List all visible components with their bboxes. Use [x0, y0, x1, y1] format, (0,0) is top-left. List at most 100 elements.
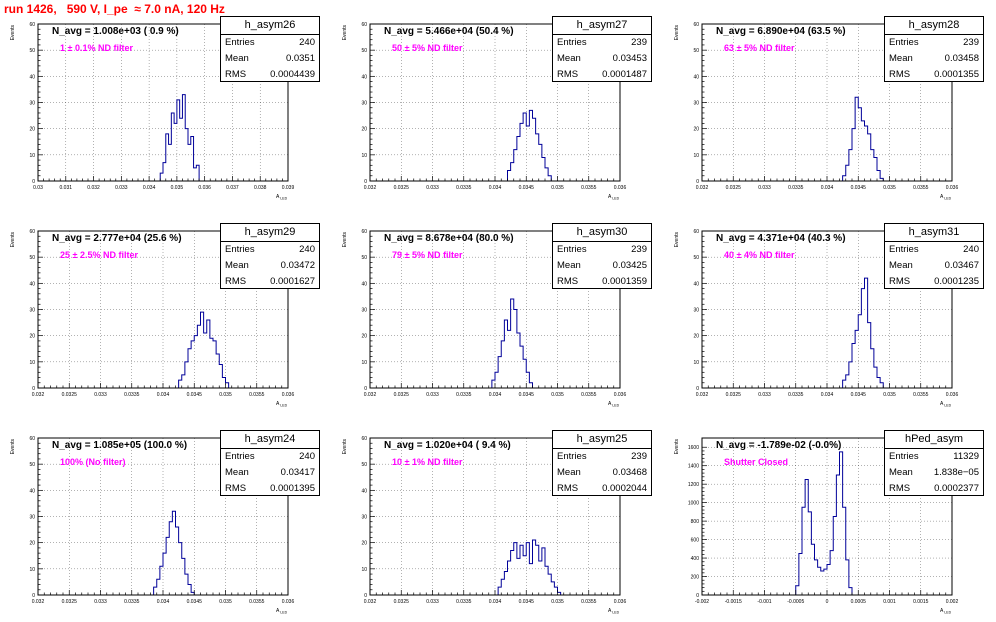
stat-label: Entries: [225, 37, 255, 48]
histogram-panel: -0.002 -0.0015 -0.001 -0.0005 0 0.0005 0.001 0.…: [664, 414, 996, 621]
stat-entries: Entries 240: [221, 449, 319, 465]
histogram-bars: [495, 539, 564, 596]
x-tick-label: 0.0325: [62, 599, 78, 605]
y-tick-label: 0: [696, 593, 699, 599]
x-tick-label: 0.035: [883, 185, 896, 191]
histogram-plot: 0.03 0.031 0.032 0.033 0.034 0.035 0.036 0.037 0…: [10, 22, 294, 201]
y-tick-label: 50: [693, 48, 699, 54]
x-tick-label: 0.032: [696, 392, 709, 398]
stat-label: Entries: [889, 244, 919, 255]
stat-label: Mean: [557, 467, 581, 478]
x-tick-label: 0.0355: [913, 185, 929, 191]
y-tick-label: 40: [361, 74, 367, 80]
x-axis-label: ALED: [940, 401, 952, 408]
stat-rms: RMS 0.0001359: [553, 274, 651, 290]
x-tick-label: -0.0005: [787, 599, 804, 605]
x-tick-label: 0.037: [226, 185, 239, 191]
stat-box: h_asym24 Entries 240 Mean 0.03417 RMS 0.000139…: [220, 430, 320, 496]
x-tick-label: 0.035: [551, 392, 564, 398]
y-tick-label: 30: [693, 101, 699, 107]
histogram-plot: 0.032 0.0325 0.033 0.0335 0.034 0.0345 0.035 0.…: [10, 436, 294, 615]
y-tick-label: 1200: [688, 482, 699, 488]
x-tick-label: 0.0345: [519, 185, 535, 191]
y-tick-label: 50: [361, 462, 367, 468]
stat-value: 0.03467: [944, 260, 979, 271]
stat-label: Entries: [889, 451, 919, 462]
stat-value: 0.0004439: [270, 69, 315, 80]
stat-value: 0.0001235: [934, 276, 979, 287]
stat-value: 0.0001487: [602, 69, 647, 80]
y-tick-label: 400: [691, 556, 700, 562]
stat-mean: Mean 0.03458: [885, 51, 983, 67]
x-tick-label: 0.0335: [124, 392, 140, 398]
stat-value: 0.03468: [612, 467, 647, 478]
x-tick-label: 0.0355: [581, 392, 597, 398]
x-tick-label: 0.034: [157, 392, 170, 398]
stat-value: 0.0001355: [934, 69, 979, 80]
y-tick-label: 50: [693, 255, 699, 261]
stat-mean: Mean 0.03417: [221, 465, 319, 481]
stat-box: hPed_asym Entries 11329 Mean 1.838e−05 RMS 0.0…: [884, 430, 984, 496]
stat-value: 0.0002044: [602, 483, 647, 494]
stat-value: 240: [299, 244, 315, 255]
histogram-name: h_asym31: [885, 224, 983, 242]
x-tick-label: 0.0345: [851, 392, 867, 398]
x-axis-label: ALED: [276, 608, 288, 615]
stat-label: Entries: [557, 451, 587, 462]
stat-value: 239: [631, 244, 647, 255]
x-tick-label: 0.0345: [519, 392, 535, 398]
navg-label: N_avg = 1.085e+05 (100.0 %): [52, 440, 188, 451]
y-tick-label: 40: [29, 281, 35, 287]
histogram-bars: [504, 109, 555, 182]
y-tick-label: 30: [693, 308, 699, 314]
histogram-panel: 0.032 0.0325 0.033 0.0335 0.034 0.0345 0.035 0.…: [0, 414, 332, 621]
histogram-plot: -0.002 -0.0015 -0.001 -0.0005 0 0.0005 0.001 0.…: [674, 437, 958, 615]
y-tick-label: 10: [29, 567, 35, 573]
x-tick-label: 0.035: [219, 392, 232, 398]
y-tick-label: 60: [693, 22, 699, 28]
x-tick-label: 0.036: [946, 185, 959, 191]
stat-box: h_asym25 Entries 239 Mean 0.03468 RMS 0.000204…: [552, 430, 652, 496]
filter-label: 25 ± 2.5% ND filter: [60, 250, 138, 260]
stat-label: Mean: [225, 467, 249, 478]
x-tick-label: 0.034: [489, 392, 502, 398]
x-tick-label: 0.0335: [788, 185, 804, 191]
histogram-name: h_asym30: [553, 224, 651, 242]
stat-mean: Mean 0.03472: [221, 258, 319, 274]
x-tick-label: 0.0335: [124, 599, 140, 605]
navg-label: N_avg = 5.466e+04 (50.4 %): [384, 26, 514, 37]
x-tick-label: 0.036: [614, 392, 627, 398]
filter-label: 50 ± 5% ND filter: [392, 43, 463, 53]
navg-label: N_avg = 6.890e+04 (63.5 %): [716, 26, 846, 37]
stat-label: Mean: [225, 53, 249, 64]
filter-label: 79 ± 5% ND filter: [392, 250, 463, 260]
stat-entries: Entries 239: [553, 449, 651, 465]
y-axis-label: Events: [10, 232, 16, 248]
y-tick-label: 800: [691, 519, 700, 525]
stat-label: Entries: [225, 451, 255, 462]
y-tick-label: 20: [361, 541, 367, 547]
x-tick-label: 0.032: [87, 185, 100, 191]
x-tick-label: 0.036: [198, 185, 211, 191]
y-axis-label: Events: [674, 439, 680, 455]
stat-value: 239: [631, 37, 647, 48]
x-tick-label: 0: [826, 599, 829, 605]
stat-value: 0.0002377: [934, 483, 979, 494]
y-tick-label: 1000: [688, 501, 699, 507]
y-tick-label: 40: [361, 488, 367, 494]
y-tick-label: 40: [29, 74, 35, 80]
histogram-panel: 0.032 0.0325 0.033 0.0335 0.034 0.0345 0.035 0.…: [664, 0, 996, 207]
y-tick-label: 0: [32, 593, 35, 599]
x-tick-label: 0.034: [143, 185, 156, 191]
x-tick-label: 0.03: [33, 185, 43, 191]
x-tick-label: 0.035: [551, 185, 564, 191]
stat-label: RMS: [557, 483, 579, 494]
y-tick-label: 60: [361, 436, 367, 442]
y-tick-label: 20: [693, 127, 699, 133]
x-tick-label: 0.033: [94, 599, 107, 605]
x-tick-label: 0.0335: [456, 392, 472, 398]
stat-value: 239: [963, 37, 979, 48]
histogram-plot: 0.032 0.0325 0.033 0.0335 0.034 0.0345 0.035 0.…: [342, 229, 627, 408]
y-tick-label: 10: [361, 567, 367, 573]
y-tick-label: 1400: [688, 464, 699, 470]
